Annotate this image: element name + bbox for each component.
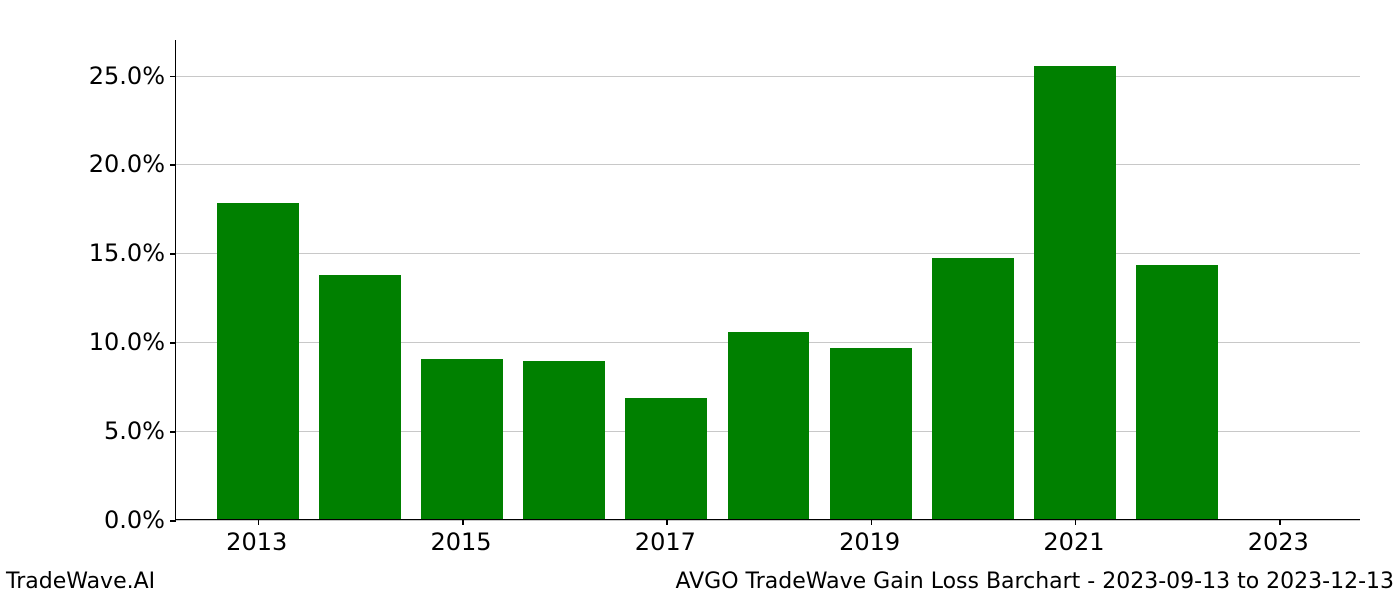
bar bbox=[625, 398, 707, 519]
y-tick-label: 5.0% bbox=[65, 417, 165, 445]
y-tick-label: 20.0% bbox=[65, 150, 165, 178]
x-tick-mark bbox=[871, 519, 873, 525]
y-tick-mark bbox=[170, 76, 176, 78]
x-tick-mark bbox=[1279, 519, 1281, 525]
x-tick-label: 2021 bbox=[1043, 528, 1104, 556]
bar bbox=[932, 258, 1014, 519]
x-tick-label: 2023 bbox=[1248, 528, 1309, 556]
bar bbox=[728, 332, 810, 519]
bar bbox=[523, 361, 605, 519]
bar bbox=[217, 203, 299, 519]
y-tick-label: 10.0% bbox=[65, 328, 165, 356]
footer-left-text: TradeWave.AI bbox=[6, 569, 155, 594]
x-tick-mark bbox=[258, 519, 260, 525]
x-tick-mark bbox=[666, 519, 668, 525]
x-tick-label: 2019 bbox=[839, 528, 900, 556]
y-tick-label: 0.0% bbox=[65, 506, 165, 534]
bar bbox=[421, 359, 503, 519]
footer-right-text: AVGO TradeWave Gain Loss Barchart - 2023… bbox=[675, 569, 1394, 594]
bar bbox=[1034, 66, 1116, 519]
x-tick-label: 2015 bbox=[430, 528, 491, 556]
y-tick-mark bbox=[170, 520, 176, 522]
y-gridline bbox=[176, 520, 1360, 521]
bar bbox=[830, 348, 912, 519]
x-tick-mark bbox=[1075, 519, 1077, 525]
y-gridline bbox=[176, 253, 1360, 254]
plot-area bbox=[175, 40, 1360, 520]
x-tick-label: 2017 bbox=[635, 528, 696, 556]
bar bbox=[319, 275, 401, 519]
x-tick-label: 2013 bbox=[226, 528, 287, 556]
y-tick-label: 15.0% bbox=[65, 239, 165, 267]
y-tick-mark bbox=[170, 342, 176, 344]
y-gridline bbox=[176, 76, 1360, 77]
y-tick-label: 25.0% bbox=[65, 62, 165, 90]
y-tick-mark bbox=[170, 253, 176, 255]
chart-container: TradeWave.AI AVGO TradeWave Gain Loss Ba… bbox=[0, 0, 1400, 600]
y-tick-mark bbox=[170, 164, 176, 166]
bar bbox=[1136, 265, 1218, 519]
y-tick-mark bbox=[170, 431, 176, 433]
y-gridline bbox=[176, 164, 1360, 165]
x-tick-mark bbox=[462, 519, 464, 525]
